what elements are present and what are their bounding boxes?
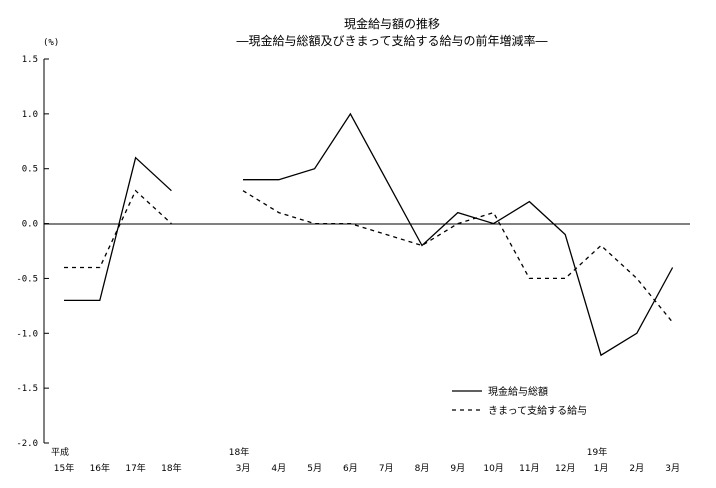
y-tick-label: 0.5 xyxy=(22,165,38,175)
chart-subtitle: ―現金給与総額及びきまって支給する給与の前年増減率― xyxy=(237,33,548,48)
series-line-total-wages xyxy=(64,156,172,302)
y-unit-label: (%) xyxy=(43,38,59,48)
y-tick-label: -1.5 xyxy=(16,384,38,394)
legend-label-total-wages: 現金給与総額 xyxy=(488,385,548,398)
y-tick-label: -2.0 xyxy=(16,439,38,449)
x-tick-label: 18年 xyxy=(161,462,181,474)
y-tick-label: 1.5 xyxy=(22,55,38,65)
x-tick-label: 15年 xyxy=(54,462,74,474)
x-tick-label: 10月 xyxy=(483,463,503,474)
y-tick-label: 1.0 xyxy=(22,110,38,120)
x-tick-label: 9月 xyxy=(450,463,465,474)
x-tick-label: 16年 xyxy=(90,462,110,474)
x-tick-label: 7月 xyxy=(379,463,394,474)
x-tick-label: 1月 xyxy=(594,463,609,474)
x-tick-label: 2月 xyxy=(629,463,644,474)
x-tick-label-top: 平成 xyxy=(51,446,69,458)
x-tick-label: 17年 xyxy=(125,462,145,474)
series-line-total-wages xyxy=(243,112,674,357)
x-tick-label: 12月 xyxy=(555,463,575,474)
y-tick-label: 0.0 xyxy=(22,220,38,230)
x-tick-label-top: 19年 xyxy=(587,446,607,458)
y-tick-label: -1.0 xyxy=(16,329,38,339)
x-tick-label: 5月 xyxy=(307,463,322,474)
x-tick-label: 4月 xyxy=(271,463,286,474)
x-tick-label: 6月 xyxy=(343,463,358,474)
series-line-regular-wages xyxy=(242,190,674,323)
x-tick-label: 11月 xyxy=(519,463,539,474)
x-tick-label: 8月 xyxy=(415,463,430,474)
chart-title: 現金給与額の推移 xyxy=(344,16,440,31)
series-line-regular-wages xyxy=(64,189,172,269)
x-tick-label: 3月 xyxy=(665,463,680,474)
y-tick-label: -0.5 xyxy=(16,274,38,284)
legend-label-regular-wages: きまって支給する給与 xyxy=(488,404,587,417)
x-tick-label-top: 18年 xyxy=(229,446,249,458)
x-tick-label: 3月 xyxy=(236,463,251,474)
